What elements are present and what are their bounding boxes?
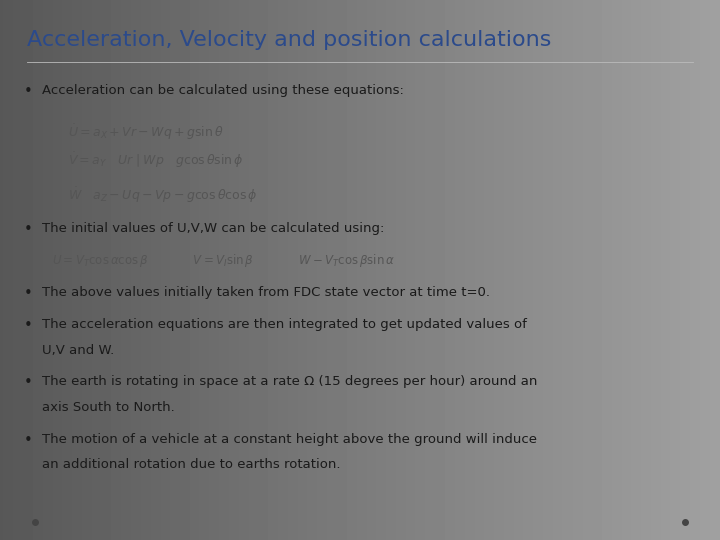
Text: $\dot{W} \quad a_Z - Uq - Vp - g\cos\theta\cos\phi$: $\dot{W} \quad a_Z - Uq - Vp - g\cos\the… xyxy=(68,186,258,205)
Text: •: • xyxy=(24,84,32,99)
Text: $U = V_T\cos\alpha\cos\beta \qquad\qquad V = V_I\sin\beta \qquad\qquad W - V_T\c: $U = V_T\cos\alpha\cos\beta \qquad\qquad… xyxy=(52,252,395,269)
Text: •: • xyxy=(24,286,32,301)
Text: an additional rotation due to earths rotation.: an additional rotation due to earths rot… xyxy=(42,458,341,471)
Text: The acceleration equations are then integrated to get updated values of: The acceleration equations are then inte… xyxy=(42,318,526,331)
Text: Acceleration can be calculated using these equations:: Acceleration can be calculated using the… xyxy=(42,84,404,97)
Text: axis South to North.: axis South to North. xyxy=(42,401,174,414)
Text: •: • xyxy=(24,433,32,448)
Text: •: • xyxy=(24,375,32,390)
Text: The initial values of U,V,W can be calculated using:: The initial values of U,V,W can be calcu… xyxy=(42,222,384,235)
Text: Acceleration, Velocity and position calculations: Acceleration, Velocity and position calc… xyxy=(27,30,552,50)
Text: The motion of a vehicle at a constant height above the ground will induce: The motion of a vehicle at a constant he… xyxy=(42,433,537,446)
Text: The earth is rotating in space at a rate Ω (15 degrees per hour) around an: The earth is rotating in space at a rate… xyxy=(42,375,537,388)
Text: The above values initially taken from FDC state vector at time t=0.: The above values initially taken from FD… xyxy=(42,286,490,299)
Text: $\dot{V} = a_Y \quad Ur \mid Wp \quad g\cos\theta\sin\phi$: $\dot{V} = a_Y \quad Ur \mid Wp \quad g\… xyxy=(68,151,244,170)
Text: $\dot{U} = a_X + Vr - Wq + g\sin\theta$: $\dot{U} = a_X + Vr - Wq + g\sin\theta$ xyxy=(68,123,224,142)
Text: •: • xyxy=(24,318,32,333)
Text: U,V and W.: U,V and W. xyxy=(42,344,114,357)
Text: •: • xyxy=(24,222,32,238)
